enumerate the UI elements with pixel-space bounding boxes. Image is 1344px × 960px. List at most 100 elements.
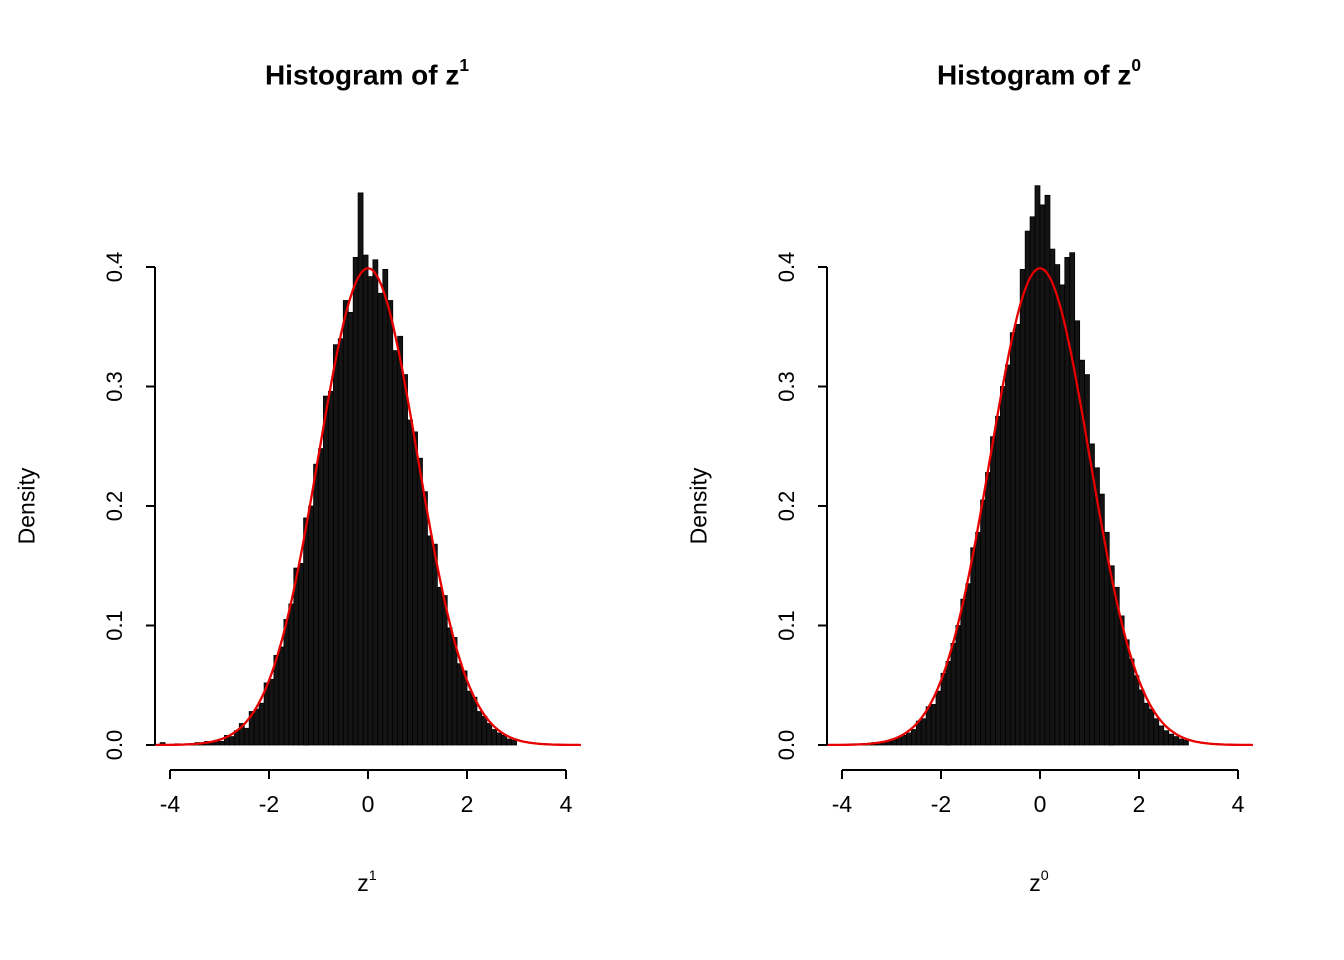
histogram-bar <box>372 259 379 746</box>
histogram-bar <box>298 563 305 746</box>
histogram-bars <box>159 192 517 746</box>
histogram-bar <box>407 419 413 746</box>
histogram-bar <box>1153 718 1160 746</box>
histogram-bar <box>481 715 488 746</box>
histogram-bar <box>342 300 349 746</box>
histogram-bar <box>476 711 483 746</box>
histogram-bar <box>382 268 389 746</box>
histogram-bar <box>1089 443 1095 746</box>
axes <box>146 266 567 779</box>
histogram-bar <box>412 431 418 746</box>
histogram-bar <box>228 736 235 746</box>
histogram-bar <box>1000 386 1006 746</box>
x-tick-label: -4 <box>160 791 181 817</box>
left-y-axis-label: Density <box>13 467 40 545</box>
histogram-bar <box>322 395 329 746</box>
histogram-bar <box>1039 204 1046 746</box>
normal-density-curve <box>827 267 1253 747</box>
right-x-axis-label: z0 <box>824 868 1254 897</box>
y-tick-label: 0.2 <box>774 491 799 522</box>
histogram-bar <box>446 627 453 746</box>
histogram-bar <box>935 690 942 746</box>
histogram-bar <box>337 338 344 746</box>
histogram-bar <box>950 643 957 746</box>
y-tick-label: 0.3 <box>774 371 799 402</box>
y-tick-label: 0.4 <box>102 252 127 283</box>
histogram-bar <box>219 741 225 746</box>
histogram-bar <box>980 499 986 746</box>
histogram-bar <box>486 723 493 746</box>
histogram-bar <box>491 729 498 746</box>
histogram-bar <box>990 436 996 746</box>
y-tick-label: 0.2 <box>102 491 127 522</box>
histogram-bar <box>925 706 932 746</box>
histogram-bar <box>985 472 991 746</box>
histogram-bar <box>347 311 354 746</box>
histogram-bar <box>1009 332 1016 746</box>
histogram-bar <box>1049 248 1056 746</box>
histogram-bar <box>352 256 359 746</box>
histogram-bar <box>1143 702 1150 746</box>
left-chart-title-superscript: 1 <box>459 55 470 76</box>
histogram-bar <box>431 543 438 746</box>
histogram-bar <box>387 300 394 746</box>
histogram-bar <box>906 732 912 746</box>
histogram-bar <box>283 619 290 746</box>
histogram-bars <box>851 185 1189 746</box>
x-tick-label: 4 <box>560 791 573 817</box>
y-tick-label: 0.1 <box>774 610 799 641</box>
y-tick-label: 0.1 <box>102 610 127 641</box>
right-chart-title-text: Histogram of z <box>936 59 1132 91</box>
histogram-bar <box>910 729 917 746</box>
left-chart-title: Histogram of z1 <box>152 55 582 91</box>
histogram-bar <box>1059 284 1066 746</box>
histogram-bar <box>332 344 339 746</box>
histogram-bar <box>273 655 280 746</box>
histogram-bar <box>1158 725 1165 746</box>
histogram-bar <box>441 595 448 746</box>
x-tick-label: 0 <box>1034 791 1047 817</box>
histogram-bar <box>1029 216 1036 746</box>
histogram-bar <box>303 517 309 746</box>
histogram-bar <box>1128 658 1135 746</box>
histogram-bar <box>293 567 300 746</box>
left-histogram-panel: 0.0 0.1 0.2 0.3 0.4 -4 -2 0 2 4 <box>102 192 581 817</box>
histogram-bar <box>1133 675 1140 746</box>
histogram-bar <box>436 586 443 746</box>
histogram-bar <box>1178 738 1184 746</box>
histogram-bar <box>318 448 324 746</box>
histogram-bar <box>501 735 507 746</box>
histogram-bar <box>327 390 334 746</box>
histogram-bar <box>1173 736 1180 746</box>
right-chart-title-superscript: 0 <box>1131 55 1142 76</box>
histogram-bar <box>955 625 962 746</box>
histogram-bar <box>1005 364 1011 746</box>
histogram-bar <box>896 737 902 746</box>
histogram-bar <box>920 718 927 746</box>
histogram-bar <box>471 696 478 746</box>
histogram-bar <box>506 738 512 746</box>
right-histogram-panel: 0.0 0.1 0.2 0.3 0.4 -4 -2 0 2 4 <box>774 185 1253 817</box>
histogram-bar <box>1138 689 1145 746</box>
x-tick-label: -4 <box>832 791 853 817</box>
x-tick-label: -2 <box>259 791 279 817</box>
histogram-bar <box>1014 323 1021 746</box>
histogram-bar <box>1108 565 1115 746</box>
right-x-axis-label-superscript: 0 <box>1040 868 1049 885</box>
x-tick-label: 0 <box>362 791 375 817</box>
histogram-bar <box>1163 730 1170 746</box>
x-tick-label: 2 <box>1133 791 1146 817</box>
histogram-bar <box>392 350 399 746</box>
histogram-bar <box>397 335 404 746</box>
histogram-bar <box>456 663 463 746</box>
axes <box>818 266 1239 779</box>
histogram-bar <box>975 531 981 746</box>
y-tick-label: 0.0 <box>774 730 799 761</box>
y-tick-label: 0.0 <box>102 730 127 761</box>
histogram-bar <box>1069 252 1076 746</box>
histogram-bar <box>940 672 947 746</box>
histogram-bar <box>511 739 517 746</box>
histogram-bar <box>461 670 468 746</box>
left-x-axis-label-text: z <box>357 870 369 896</box>
